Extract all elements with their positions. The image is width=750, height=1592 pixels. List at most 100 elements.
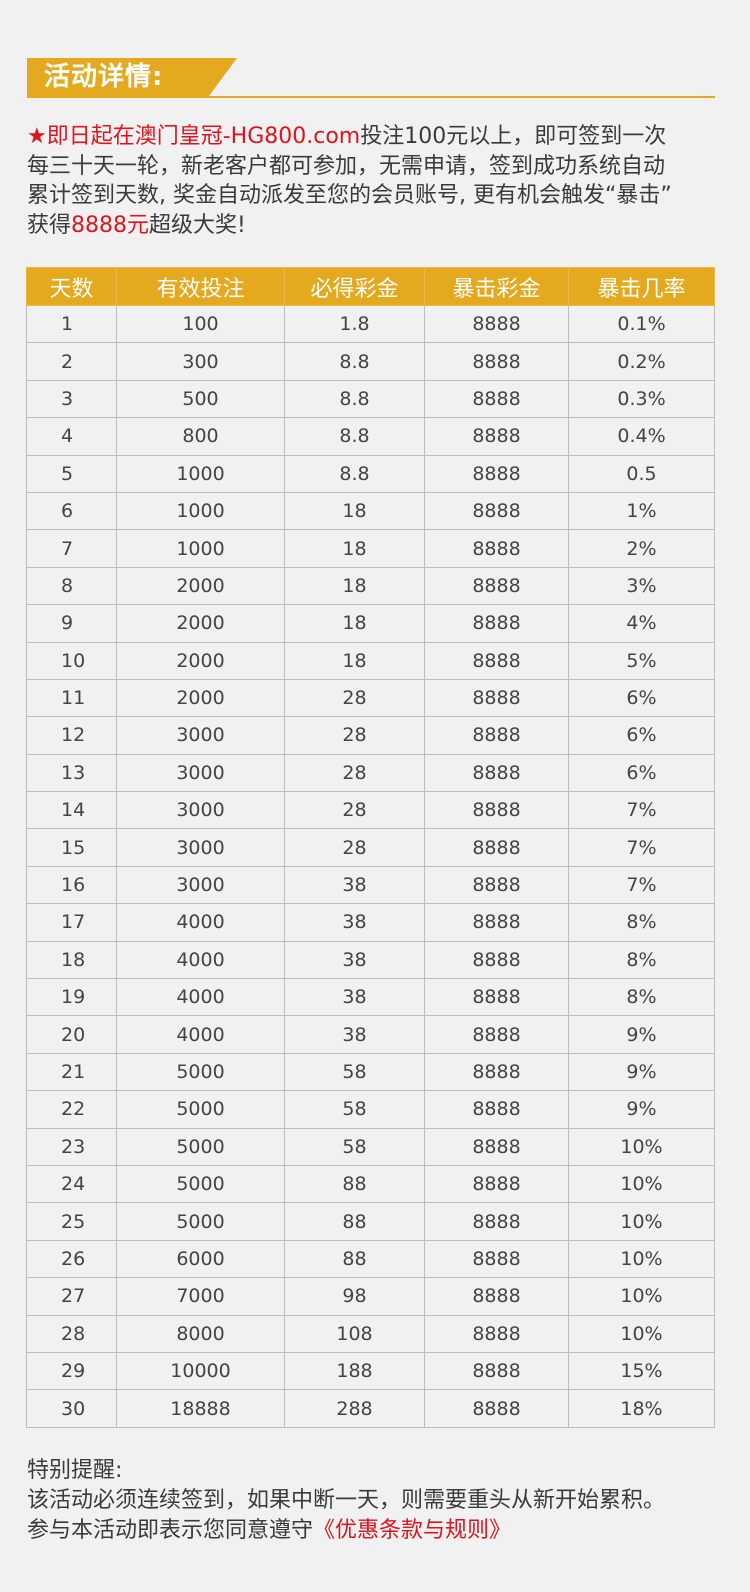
table-cell: 28 [284, 716, 425, 755]
table-cell: 3 [26, 379, 117, 419]
table-cell: 0.4% [568, 417, 715, 456]
table-cell: 8.8 [284, 417, 425, 456]
table-row: 25 5000 88 8888 10% [26, 1202, 715, 1241]
table-cell: 16 [26, 865, 117, 905]
table-cell: 3000 [116, 791, 285, 830]
table-row: 3 500 8.8 8888 0.3% [26, 379, 715, 419]
table-row: 16 3000 38 8888 7% [26, 865, 715, 905]
table-cell: 8888 [424, 903, 569, 942]
table-row: 5 1000 8.8 8888 0.5 [26, 454, 715, 493]
table-cell: 8888 [424, 491, 569, 531]
table-cell: 18 [284, 566, 425, 606]
table-cell: 58 [284, 1090, 425, 1129]
table-cell: 2 [26, 342, 117, 381]
table-cell: 18 [284, 529, 425, 568]
table-cell: 6% [568, 716, 715, 755]
intro-line-1-rest: 投注100元以上，即可签到一次 [360, 124, 667, 149]
table-cell: 7% [568, 865, 715, 905]
table-cell: 8% [568, 940, 715, 980]
table-cell: 29 [26, 1351, 117, 1391]
table-cell: 22 [26, 1090, 117, 1129]
intro-line-4: 获得8888元超级大奖! [27, 211, 727, 241]
table-cell: 4000 [116, 1015, 285, 1054]
table-row: 15 3000 28 8888 7% [26, 828, 715, 867]
intro-line-3: 累计签到天数, 奖金自动派发至您的会员账号, 更有机会触发“暴击” [27, 183, 672, 208]
table-cell: 8888 [424, 1090, 569, 1129]
column-header: 有效投注 [116, 267, 285, 306]
table-row: 26 6000 88 8888 10% [26, 1239, 715, 1279]
table-cell: 8888 [424, 379, 569, 419]
table-cell: 10% [568, 1164, 715, 1204]
table-cell: 15% [568, 1351, 715, 1391]
table-cell: 9% [568, 1052, 715, 1092]
rewards-table: 天数 有效投注 必得彩金 暴击彩金 暴击几率 1 100 1.8 8888 0.1% 2 300 8.… [26, 267, 715, 1428]
table-cell: 288 [284, 1389, 425, 1428]
table-cell: 20 [26, 1015, 117, 1054]
special-reminder: 特别提醒: 该活动必须连续签到，如果中断一天，则需要重头从新开始累积。 参与本活… [27, 1456, 727, 1546]
table-cell: 9% [568, 1090, 715, 1129]
reminder-line-2: 参与本活动即表示您同意遵守《优惠条款与规则》 [27, 1516, 727, 1546]
table-cell: 28 [284, 753, 425, 793]
table-cell: 2000 [116, 641, 285, 680]
table-cell: 38 [284, 903, 425, 942]
table-cell: 8888 [424, 604, 569, 643]
prize-amount: 8888元 [71, 212, 150, 238]
table-cell: 18 [284, 491, 425, 531]
table-cell: 8.8 [284, 379, 425, 419]
table-cell: 8888 [424, 791, 569, 830]
table-cell: 5% [568, 641, 715, 680]
table-cell: 2000 [116, 604, 285, 643]
table-cell: 5000 [116, 1202, 285, 1241]
table-cell: 9% [568, 1015, 715, 1054]
intro-line-4-post: 超级大奖! [149, 212, 246, 238]
table-cell: 8888 [424, 529, 569, 568]
table-cell: 8 [26, 566, 117, 606]
table-header-row: 天数 有效投注 必得彩金 暴击彩金 暴击几率 [26, 267, 715, 306]
terms-link[interactable]: 《优惠条款与规则》 [313, 1518, 512, 1543]
table-cell: 10000 [116, 1351, 285, 1391]
table-cell: 188 [284, 1351, 425, 1391]
table-cell: 25 [26, 1202, 117, 1241]
table-cell: 10% [568, 1277, 715, 1316]
table-cell: 108 [284, 1314, 425, 1353]
table-cell: 4% [568, 604, 715, 643]
table-cell: 7 [26, 529, 117, 568]
table-cell: 8888 [424, 1314, 569, 1353]
table-cell: 58 [284, 1052, 425, 1092]
table-cell: 18 [284, 641, 425, 680]
column-header: 暴击彩金 [424, 267, 569, 306]
table-cell: 8888 [424, 304, 569, 344]
table-cell: 10% [568, 1127, 715, 1166]
table-cell: 98 [284, 1277, 425, 1316]
table-cell: 5000 [116, 1164, 285, 1204]
table-cell: 8888 [424, 678, 569, 718]
table-row: 22 5000 58 8888 9% [26, 1090, 715, 1129]
table-cell: 88 [284, 1239, 425, 1279]
table-cell: 3000 [116, 716, 285, 755]
table-cell: 1000 [116, 491, 285, 531]
table-cell: 8888 [424, 940, 569, 980]
table-cell: 4000 [116, 940, 285, 980]
table-cell: 8888 [424, 1351, 569, 1391]
table-cell: 3% [568, 566, 715, 606]
table-cell: 7% [568, 791, 715, 830]
table-cell: 38 [284, 1015, 425, 1054]
table-cell: 4 [26, 417, 117, 456]
table-cell: 8888 [424, 1164, 569, 1204]
reminder-title: 特别提醒: [27, 1458, 123, 1483]
section-header-tab: 活动详情: [27, 58, 237, 96]
table-row: 10 2000 18 8888 5% [26, 641, 715, 680]
table-row: 2 300 8.8 8888 0.2% [26, 342, 715, 381]
table-row: 4 800 8.8 8888 0.4% [26, 417, 715, 456]
table-cell: 8888 [424, 566, 569, 606]
table-body: 1 100 1.8 8888 0.1% 2 300 8.8 8888 0.2% 3 500 8.8 888… [26, 304, 715, 1428]
section-header: 活动详情: [27, 58, 715, 98]
intro-highlight: ★即日起在澳门皇冠-HG800.com [27, 124, 361, 149]
table-cell: 8888 [424, 978, 569, 1017]
column-header: 暴击几率 [568, 267, 715, 306]
table-cell: 1000 [116, 529, 285, 568]
column-header: 天数 [26, 267, 117, 306]
table-cell: 6 [26, 491, 117, 531]
table-cell: 9 [26, 604, 117, 643]
table-cell: 0.2% [568, 342, 715, 381]
